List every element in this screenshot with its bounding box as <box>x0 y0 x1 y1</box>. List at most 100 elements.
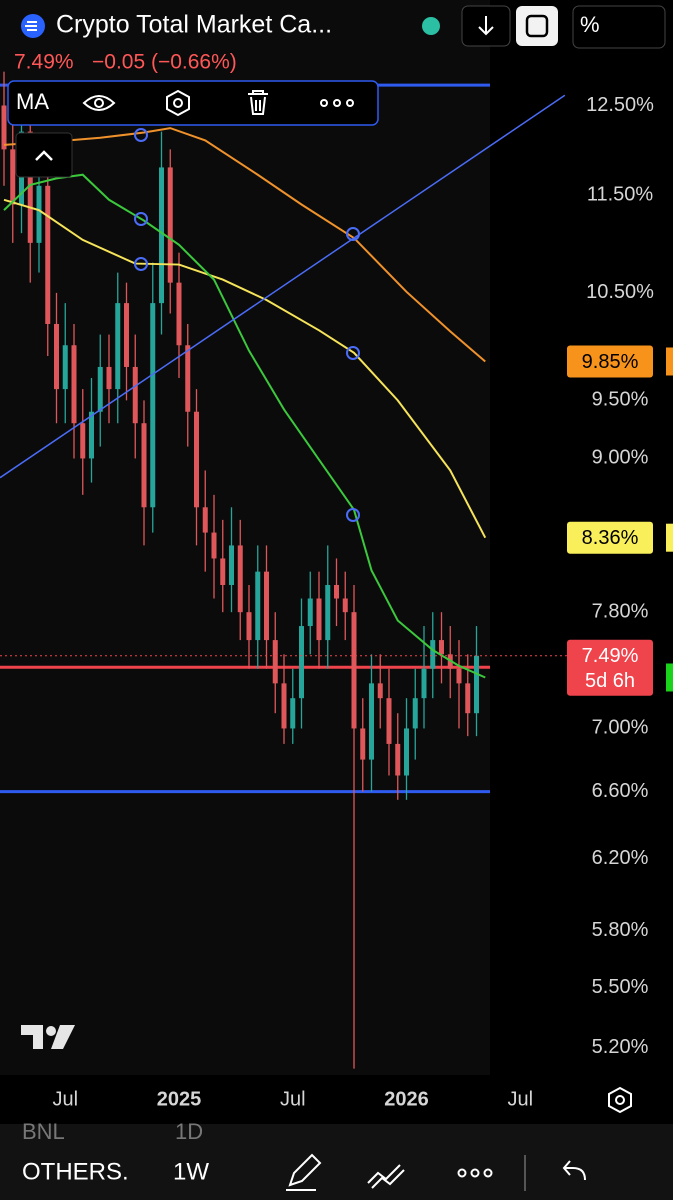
previous-interval: 1D <box>175 1119 203 1144</box>
candle-body <box>342 598 348 613</box>
x-tick-label: Jul <box>52 1088 78 1110</box>
candle-body <box>281 683 287 729</box>
x-tick-label: 2026 <box>384 1088 429 1110</box>
price-label-stub <box>666 663 673 692</box>
moving-average <box>3 127 486 363</box>
candle-body <box>89 411 94 459</box>
x-tick-label: Jul <box>280 1088 306 1110</box>
candle-body <box>45 185 51 324</box>
plot-area <box>0 0 490 1075</box>
bottom-tools[interactable] <box>286 1153 586 1191</box>
candle-body <box>360 728 366 760</box>
axis-layer: 12.50% 11.50% 10.50% 9.50% 9.00% 7.80% 7.00% 6.… <box>0 94 673 1110</box>
candle-body <box>307 598 313 627</box>
price-label: 9.85% <box>582 351 639 373</box>
last-price-label: 7.49% <box>582 645 639 667</box>
x-tick-label: Jul <box>507 1088 533 1110</box>
moving-average <box>3 173 486 679</box>
scale-button-label[interactable]: % <box>580 12 600 37</box>
collapse-icon <box>35 150 53 161</box>
candle-body <box>404 728 409 776</box>
symbol-icon-glyph <box>25 21 37 31</box>
candle-body <box>334 584 339 599</box>
candle-body <box>430 640 436 669</box>
y-tick-label: 7.80% <box>592 600 649 622</box>
candle-body <box>246 612 252 641</box>
scale-button[interactable] <box>572 5 666 49</box>
candle-body <box>351 612 357 729</box>
candle-body <box>369 683 374 760</box>
drawing-handles <box>134 128 360 522</box>
drawing-layer <box>0 94 566 479</box>
candle-body <box>202 507 208 533</box>
y-tick-label: 9.50% <box>592 389 649 411</box>
candle-body <box>97 366 103 412</box>
fit-button[interactable] <box>516 6 558 46</box>
candle-body <box>456 668 462 684</box>
candle-body <box>150 303 156 508</box>
candle-body <box>325 584 331 641</box>
y-tick-label: 11.50% <box>587 183 654 205</box>
candle-body <box>412 698 418 729</box>
candle-body <box>159 167 164 304</box>
candle-body <box>115 303 121 390</box>
candle-body <box>290 698 296 729</box>
candle-body <box>27 131 33 243</box>
collapse-button[interactable] <box>15 132 73 178</box>
y-tick-label: 5.80% <box>592 919 649 941</box>
candle-body <box>237 545 243 613</box>
candle-body <box>395 743 401 776</box>
candle-body <box>124 303 129 367</box>
y-tick-label: 7.00% <box>592 717 649 739</box>
candle-body <box>439 640 444 655</box>
price-label-box <box>567 521 653 554</box>
indicator-name[interactable]: MA <box>16 89 49 114</box>
candle-body <box>1 105 7 150</box>
y-tick-label: 6.60% <box>592 780 649 802</box>
y-tick-label: 9.00% <box>592 447 649 469</box>
candle-body <box>36 185 42 243</box>
price-label-box <box>567 345 653 378</box>
settings-button[interactable] <box>608 1086 632 1114</box>
indicator-toolbar <box>7 80 379 126</box>
candle-body <box>71 345 77 424</box>
candle-body <box>141 423 147 508</box>
y-tick-label: 5.20% <box>592 1036 649 1058</box>
previous-symbol: BNL <box>22 1119 65 1144</box>
candle-body <box>176 282 182 346</box>
x-tick-label: 2025 <box>157 1088 202 1110</box>
candle-body <box>299 626 304 699</box>
market-status <box>422 17 440 35</box>
moving-average <box>3 198 487 539</box>
candle-body <box>80 423 86 459</box>
candle-body <box>106 366 112 390</box>
candle-body <box>316 598 322 641</box>
price-label-stub <box>666 347 673 376</box>
candle-body <box>185 345 191 412</box>
candle-body <box>377 683 383 699</box>
candle-body <box>62 345 68 390</box>
candle-body <box>272 640 278 684</box>
last-price-box <box>567 639 653 696</box>
candle-body <box>10 149 16 205</box>
candle-body <box>421 668 427 699</box>
fit-icon <box>525 14 549 38</box>
price-label: 8.36% <box>582 527 639 549</box>
candle-body <box>132 366 138 424</box>
interval-button[interactable]: 1W <box>173 1158 209 1185</box>
candle-body <box>167 167 173 283</box>
candle-body <box>194 411 199 508</box>
candle-body <box>220 558 226 585</box>
price-label-stub <box>666 523 673 552</box>
candle-body <box>54 323 59 390</box>
symbol-title[interactable]: Crypto Total Market Ca... <box>56 11 332 39</box>
symbol-button[interactable]: OTHERS. <box>22 1158 129 1185</box>
y-tick-label: 5.50% <box>592 976 649 998</box>
candle-body <box>211 532 217 559</box>
candle-body <box>264 571 269 641</box>
indicator-icons[interactable] <box>82 89 354 117</box>
y-tick-label: 12.50% <box>586 94 654 116</box>
candle-body <box>465 683 471 714</box>
